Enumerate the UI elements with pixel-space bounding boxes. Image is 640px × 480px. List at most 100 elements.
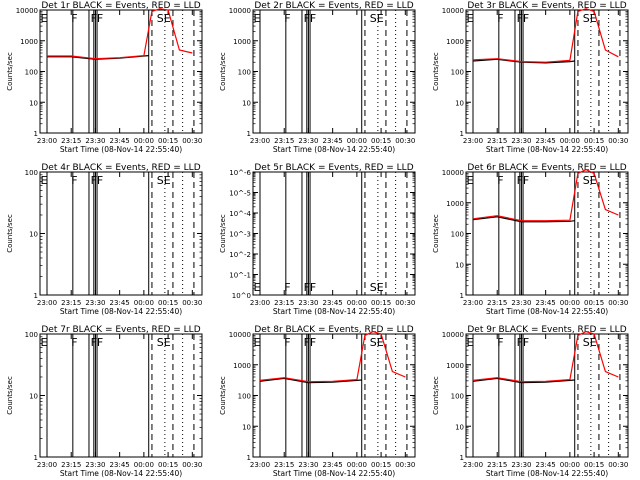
event-marker-label: F [284,336,290,349]
detector-panel-8: Det 8r BLACK = Events, RED = LLD 1 10 100 10… [219,325,416,478]
x-tick-label: 23:30 [298,461,318,469]
x-tick-label: 23:45 [323,299,343,307]
event-marker-label: E [467,336,474,349]
y-axis-label: Counts/sec [6,376,14,415]
y-tick-label: 100 [25,69,38,77]
plot-frame [252,333,416,458]
event-marker-label: E [41,12,48,25]
y-tick-label: 10 [242,99,251,107]
y-tick-label: 1 [247,130,251,138]
y-tick-label: 100 [238,69,251,77]
x-tick-label: 00:15 [158,299,178,307]
x-tick-label: 00:30 [182,137,202,145]
y-tick-label: 10^-5 [229,190,251,198]
x-tick-label: 00:15 [158,461,178,469]
event-marker-label: FF [304,12,317,25]
y-axis-label: Counts/sec [432,52,440,91]
y-tick-label: 1000 [446,38,464,46]
x-tick-label: 23:45 [536,137,556,145]
x-tick-label: 00:00 [560,137,580,145]
x-tick-label: 00:30 [608,137,628,145]
y-tick-label: 1 [34,130,38,138]
event-marker-label: F [284,12,290,25]
x-tick-label: 23:30 [511,299,531,307]
x-tick-label: 00:00 [560,299,580,307]
series-lld-line [47,8,193,60]
x-tick-label: 23:15 [487,299,507,307]
y-axis-label: Counts/sec [219,376,227,415]
plot-frame [252,9,416,134]
y-axis-label: Counts/sec [432,376,440,415]
event-marker-label: SE [157,12,171,25]
x-tick-label: 00:15 [371,137,391,145]
plot-frame [39,9,203,134]
y-tick-label: 10^0 [232,292,251,300]
x-tick-label: 23:45 [110,299,130,307]
event-marker-label: FF [517,336,530,349]
plot-frame [39,333,203,458]
detector-panel-5: Det 5r BLACK = Events, RED = LLD 10^0 10^-… [219,163,416,316]
x-tick-label: 00:00 [134,299,154,307]
x-tick-label: 23:15 [274,137,294,145]
x-tick-label: 00:30 [608,299,628,307]
y-axis-label: Counts/sec [432,214,440,253]
event-marker-label: E [41,174,48,187]
detector-panel-3: Det 3r BLACK = Events, RED = LLD 1 10 100 10… [432,1,629,154]
x-tick-label: 00:15 [371,299,391,307]
x-tick-label: 23:15 [274,299,294,307]
y-tick-label: 10000 [229,7,251,15]
y-tick-label: 10000 [229,331,251,339]
x-tick-label: 00:30 [182,299,202,307]
y-tick-label: 1 [460,292,464,300]
y-tick-label: 10^-2 [229,251,251,259]
event-marker-label: SE [157,336,171,349]
event-marker-label: SE [370,12,384,25]
plot-frame [465,171,629,296]
x-tick-label: 00:00 [134,461,154,469]
x-tick-label: 23:15 [61,299,81,307]
x-tick-label: 00:30 [608,461,628,469]
event-marker-label: FF [91,336,104,349]
x-tick-label: 23:30 [298,299,318,307]
x-tick-label: 23:30 [85,299,105,307]
plot-frame [465,9,629,134]
panel-title: Det 1r BLACK = Events, RED = LLD [41,1,200,11]
x-tick-label: 23:30 [511,461,531,469]
y-tick-label: 10^-3 [229,231,251,239]
x-tick-label: 00:15 [584,137,604,145]
x-tick-label: 00:00 [134,137,154,145]
event-marker-label: F [71,174,77,187]
y-tick-label: 1 [460,454,464,462]
x-tick-label: 23:45 [110,137,130,145]
y-tick-label: 10 [29,99,38,107]
x-tick-label: 23:45 [536,461,556,469]
event-marker-label: F [497,174,503,187]
y-tick-label: 100 [451,231,464,239]
event-marker-label: SE [583,12,597,25]
x-axis-label: Start Time (08-Nov-14 22:55:40) [486,307,608,316]
event-marker-label: E [254,12,261,25]
x-tick-label: 23:45 [536,299,556,307]
x-tick-label: 23:15 [487,461,507,469]
y-tick-label: 100 [451,393,464,401]
event-marker-label: E [467,12,474,25]
x-tick-label: 00:30 [182,461,202,469]
x-tick-label: 23:00 [463,299,483,307]
x-tick-label: 23:15 [61,461,81,469]
series-lld-line [259,330,406,383]
event-marker-label: FF [517,174,530,187]
y-tick-label: 1 [34,292,38,300]
event-marker-label: FF [304,336,317,349]
x-tick-label: 23:15 [61,137,81,145]
detector-panel-1: Det 1r BLACK = Events, RED = LLD 1 10 100 10… [6,1,203,154]
y-tick-label: 100 [238,393,251,401]
x-tick-label: 00:30 [395,461,415,469]
x-tick-label: 23:30 [511,137,531,145]
x-tick-label: 00:15 [371,461,391,469]
y-tick-label: 10 [29,393,38,401]
x-tick-label: 23:00 [463,137,483,145]
detector-panel-6: Det 6r BLACK = Events, RED = LLD 1 10 100 10… [432,163,629,316]
detector-panel-9: Det 9r BLACK = Events, RED = LLD 1 10 100 10… [432,325,629,478]
x-tick-label: 23:15 [274,461,294,469]
y-tick-label: 1000 [233,362,251,370]
